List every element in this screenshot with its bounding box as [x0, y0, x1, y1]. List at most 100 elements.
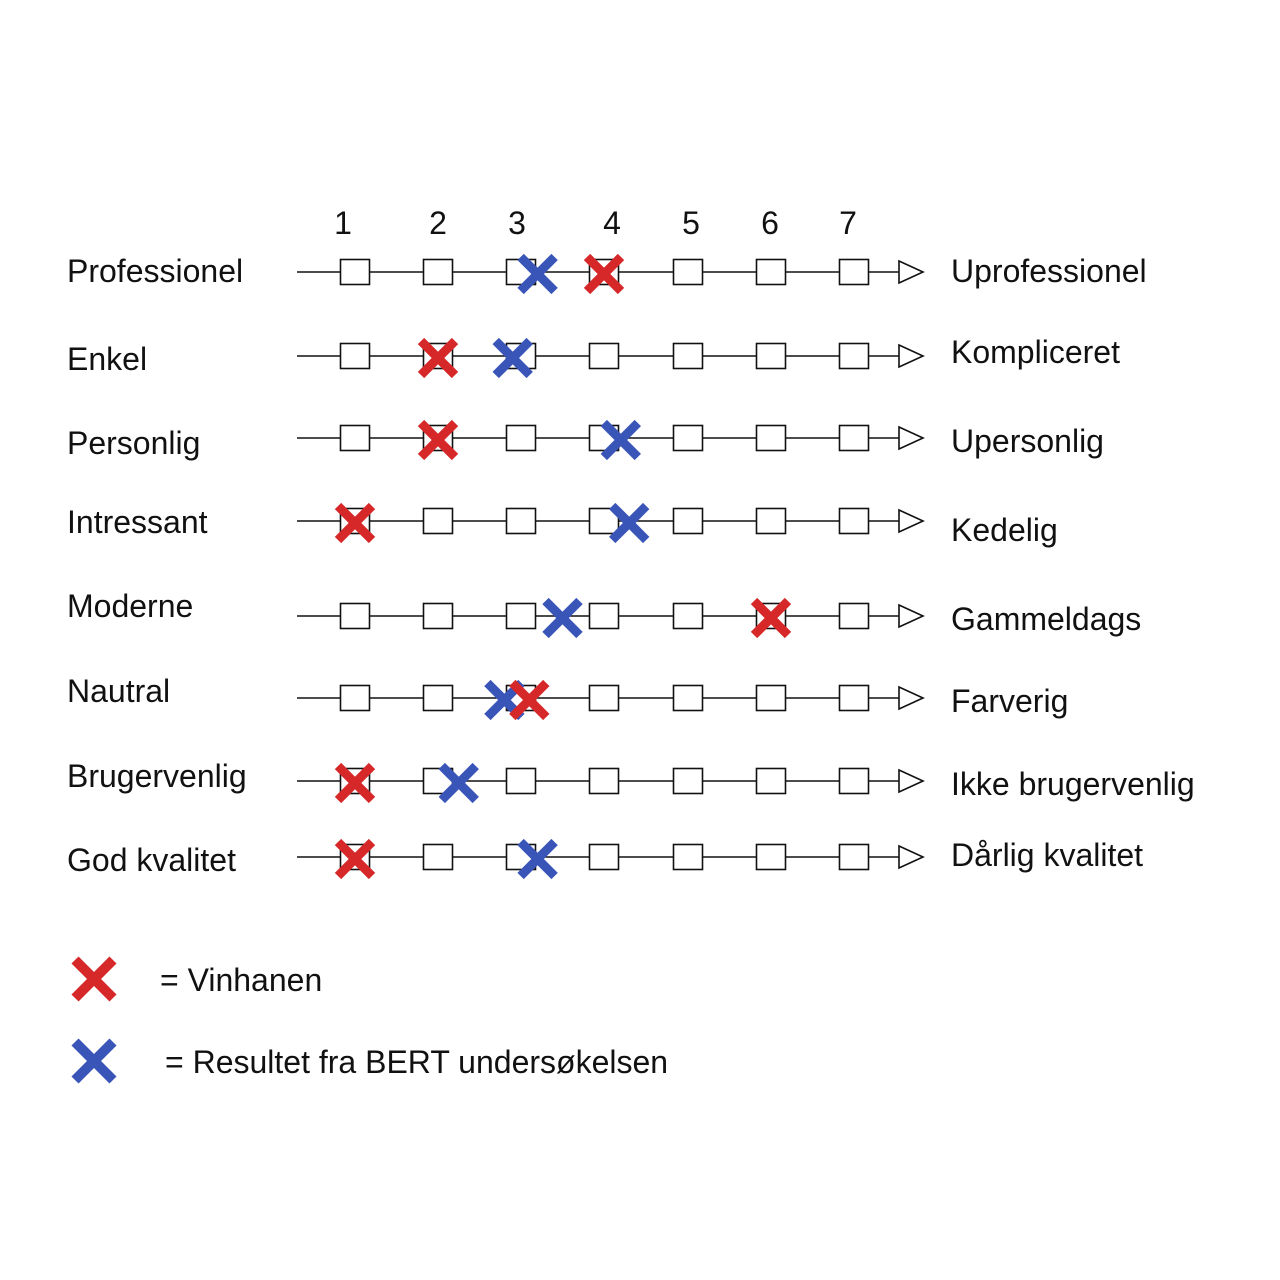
marker-blue — [600, 419, 641, 461]
scale-box-5 — [672, 684, 704, 712]
right-label: Kompliceret — [951, 334, 1120, 370]
scale-box-5 — [672, 424, 704, 452]
marker-red — [509, 679, 550, 721]
scale-box-2 — [422, 684, 454, 712]
right-label: Upersonlig — [951, 423, 1104, 459]
right-label: Ikke brugervenlig — [951, 766, 1195, 802]
left-label: God kvalitet — [67, 842, 236, 878]
scale-number-5: 5 — [682, 205, 700, 241]
arrow-head — [898, 603, 925, 629]
scale-box-3 — [505, 507, 537, 535]
scale-box-5 — [672, 342, 704, 370]
arrow-head — [898, 343, 925, 369]
marker-blue — [517, 253, 558, 295]
scale-box-6 — [755, 258, 787, 286]
marker-blue — [609, 502, 650, 544]
marker-red — [583, 253, 625, 295]
marker-red-stroke-b — [334, 762, 376, 804]
scale-box-6 — [755, 424, 787, 452]
marker-red — [417, 337, 459, 379]
left-label: Nautral — [67, 673, 170, 709]
marker-blue-stroke-b — [600, 419, 641, 461]
marker-red-stroke-b — [334, 838, 376, 880]
marker-blue-stroke-b — [492, 337, 533, 379]
marker-blue — [438, 762, 479, 804]
arrow-head — [898, 685, 925, 711]
right-label: Kedelig — [951, 512, 1058, 548]
marker-red-stroke-b — [509, 679, 550, 721]
scale-box-1 — [339, 602, 371, 630]
scale-box-2 — [422, 258, 454, 286]
left-label: Professionel — [67, 253, 243, 289]
legend-item-red: = Vinhanen — [71, 956, 322, 1002]
scale-box-4 — [588, 843, 620, 871]
scale-box-5 — [672, 602, 704, 630]
scale-box-4 — [588, 507, 620, 535]
scale-box-5 — [672, 507, 704, 535]
marker-red — [417, 419, 459, 461]
scale-box-3 — [505, 767, 537, 795]
left-label: Intressant — [67, 504, 208, 540]
scale-box-7 — [838, 843, 870, 871]
marker-blue-stroke-b — [517, 253, 558, 295]
marker-red-stroke-b — [750, 597, 792, 639]
left-label: Moderne — [67, 588, 193, 624]
row-8: God kvalitet Dårlig kvalitet — [67, 837, 1143, 880]
arrow-head — [898, 768, 925, 794]
marker-red — [750, 597, 792, 639]
legend-marker-stroke-b — [71, 956, 117, 1002]
scale-box-4 — [588, 684, 620, 712]
row-3: Personlig Upersonlig — [67, 419, 1104, 461]
scale-box-4 — [588, 767, 620, 795]
marker-blue — [492, 337, 533, 379]
scale-box-5 — [672, 258, 704, 286]
scale-box-7 — [838, 258, 870, 286]
scale-number-4: 4 — [603, 205, 621, 241]
right-label: Gammeldags — [951, 601, 1141, 637]
row-4: Intressant Kedelig — [67, 502, 1058, 548]
scale-box-1 — [339, 424, 371, 452]
marker-blue — [542, 597, 583, 639]
left-label: Personlig — [67, 425, 200, 461]
marker-blue-stroke-b — [542, 597, 583, 639]
legend-label: = Resultet fra BERT undersøkelsen — [165, 1044, 668, 1080]
scale-box-7 — [838, 684, 870, 712]
left-label: Enkel — [67, 341, 147, 377]
right-label: Dårlig kvalitet — [951, 837, 1143, 873]
scale-box-6 — [755, 843, 787, 871]
legend-item-blue: = Resultet fra BERT undersøkelsen — [71, 1038, 668, 1084]
legend: = Vinhanen = Resultet fra BERT undersøkel… — [71, 956, 668, 1084]
marker-blue-stroke-b — [517, 838, 558, 880]
scale-numbers: 1 2 3 4 5 6 7 — [334, 205, 857, 241]
scale-box-1 — [339, 258, 371, 286]
rows: Professionel Uprofessionel Enkel Komplicere… — [67, 253, 1195, 880]
marker-red — [334, 838, 376, 880]
scale-number-1: 1 — [334, 205, 352, 241]
scale-number-2: 2 — [429, 205, 447, 241]
scale-box-7 — [838, 424, 870, 452]
marker-blue — [517, 838, 558, 880]
scale-box-6 — [755, 684, 787, 712]
marker-blue-stroke-b — [438, 762, 479, 804]
arrow-head — [898, 844, 925, 870]
row-2: Enkel Kompliceret — [67, 334, 1120, 379]
scale-box-4 — [588, 602, 620, 630]
scale-number-3: 3 — [508, 205, 526, 241]
row-1: Professionel Uprofessionel — [67, 253, 1147, 295]
scale-box-5 — [672, 767, 704, 795]
row-5: Moderne Gammeldags — [67, 588, 1141, 639]
scale-box-6 — [755, 507, 787, 535]
scale-number-6: 6 — [761, 205, 779, 241]
scale-box-7 — [838, 507, 870, 535]
marker-red-stroke-b — [334, 502, 376, 544]
scale-box-7 — [838, 602, 870, 630]
scale-box-1 — [339, 684, 371, 712]
marker-red — [334, 762, 376, 804]
legend-label: = Vinhanen — [160, 962, 322, 998]
row-6: Nautral Farverig — [67, 673, 1068, 721]
scale-box-7 — [838, 342, 870, 370]
scale-box-3 — [505, 602, 537, 630]
scale-box-5 — [672, 843, 704, 871]
marker-red-stroke-b — [417, 419, 459, 461]
